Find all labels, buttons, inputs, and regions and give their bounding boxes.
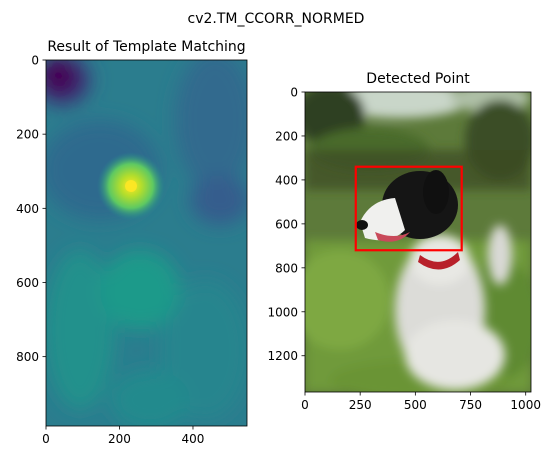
right-x-tick-label: 750 bbox=[459, 398, 482, 412]
right-ticks: 0 250 500 750 1000 0 200 400 600 800 1000 1200 bbox=[267, 86, 541, 413]
right-chart-title: Detected Point bbox=[366, 71, 470, 87]
heatmap-image bbox=[46, 60, 247, 426]
right-y-tick-label: 0 bbox=[290, 86, 298, 100]
right-x-tick-label: 0 bbox=[301, 398, 309, 412]
right-x-tick-label: 500 bbox=[404, 398, 427, 412]
right-y-tick-label: 1000 bbox=[267, 305, 298, 319]
left-y-tick-label: 0 bbox=[31, 54, 39, 68]
right-y-tick-label: 600 bbox=[275, 217, 298, 231]
right-y-tick-label: 1200 bbox=[267, 349, 298, 363]
left-chart: Result of Template Matching 0 200 400 0 200 4… bbox=[16, 39, 248, 447]
left-axes-frame bbox=[45, 59, 248, 427]
right-y-tick-label: 800 bbox=[275, 261, 298, 275]
left-y-tick-label: 400 bbox=[16, 202, 39, 216]
left-y-tick-label: 200 bbox=[16, 128, 39, 142]
left-y-tick-label: 600 bbox=[16, 276, 39, 290]
dog-photo bbox=[305, 92, 531, 392]
left-chart-title: Result of Template Matching bbox=[47, 39, 245, 55]
left-x-tick-label: 0 bbox=[42, 432, 50, 446]
left-x-tick-label: 200 bbox=[108, 432, 131, 446]
left-x-tick-label: 400 bbox=[182, 432, 205, 446]
detection-box bbox=[354, 165, 463, 252]
left-ticks: 0 200 400 0 200 400 600 800 bbox=[16, 54, 204, 447]
figure-suptitle: cv2.TM_CCORR_NORMED bbox=[188, 11, 365, 27]
right-y-tick-label: 200 bbox=[275, 129, 298, 143]
right-y-tick-label: 400 bbox=[275, 173, 298, 187]
right-axes-frame bbox=[304, 91, 532, 393]
right-x-tick-label: 1000 bbox=[510, 398, 541, 412]
left-y-tick-label: 800 bbox=[16, 350, 39, 364]
right-chart: Detected Point bbox=[267, 71, 541, 412]
right-x-tick-label: 250 bbox=[349, 398, 372, 412]
